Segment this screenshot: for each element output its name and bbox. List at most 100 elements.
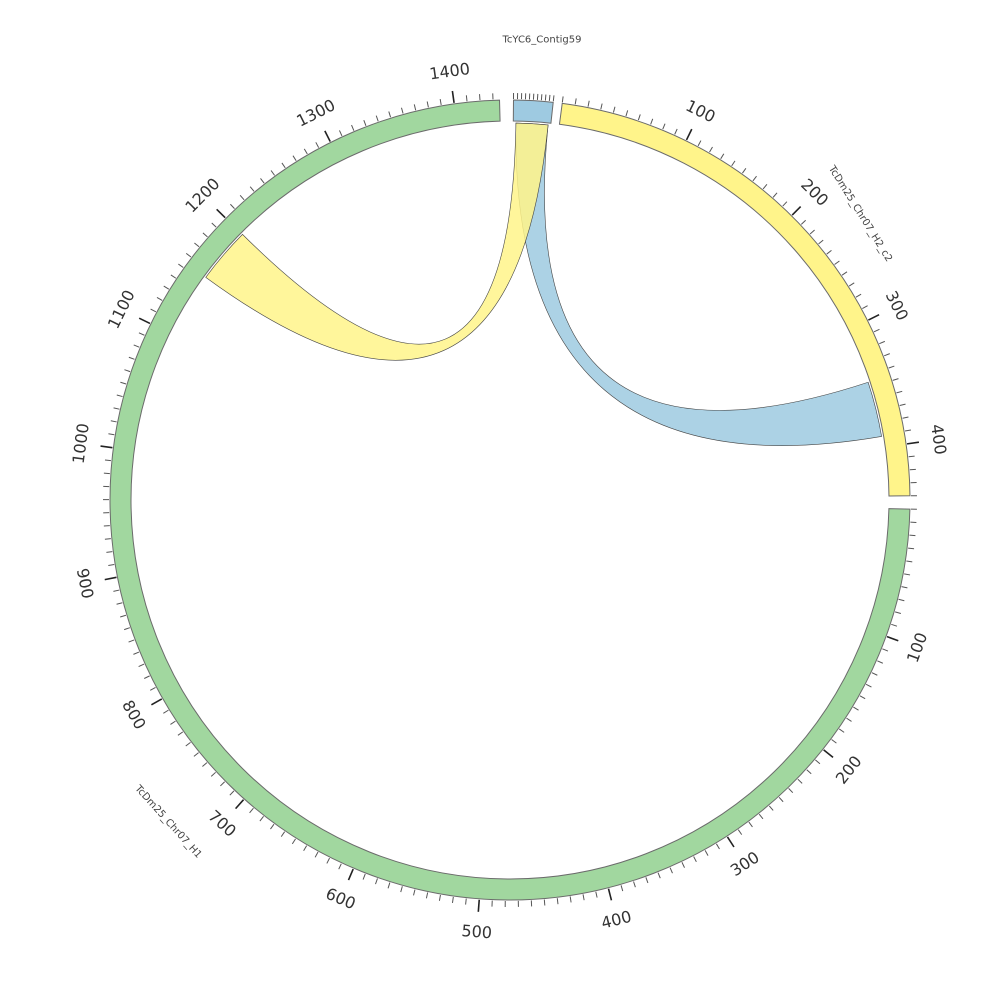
tick-label-h2-200: 200 [797, 175, 832, 210]
minor-tick [124, 628, 130, 630]
minor-tick [621, 885, 623, 891]
minor-tick [250, 808, 254, 813]
minor-tick [108, 434, 114, 435]
minor-tick [260, 816, 264, 821]
minor-tick [783, 202, 787, 206]
tick-label-h1-1300: 1300 [293, 95, 338, 130]
minor-tick [375, 878, 377, 884]
minor-tick [613, 107, 615, 113]
minor-tick [150, 687, 155, 690]
minor-tick [909, 456, 915, 457]
minor-tick [230, 791, 234, 795]
minor-tick [401, 886, 403, 892]
minor-tick [570, 896, 571, 902]
minor-tick [853, 707, 858, 710]
tick-label-h1-800: 800 [118, 697, 150, 733]
minor-tick [364, 120, 366, 126]
minor-tick [904, 574, 910, 575]
minor-tick [815, 760, 820, 764]
major-tick [792, 207, 800, 216]
minor-tick [105, 539, 111, 540]
minor-tick [849, 283, 854, 286]
minor-tick [819, 240, 824, 244]
minor-tick [884, 354, 890, 356]
major-tick [139, 318, 150, 323]
minor-tick [157, 297, 162, 300]
tick-label-h1-900: 900 [73, 567, 98, 601]
minor-tick [891, 624, 897, 626]
major-tick [325, 131, 330, 142]
minor-tick [872, 673, 877, 676]
major-tick [217, 209, 226, 217]
minor-tick [414, 104, 415, 110]
major-tick [105, 577, 117, 579]
minor-tick [801, 220, 805, 224]
minor-tick [893, 379, 899, 381]
tick-label-h2-100: 100 [683, 96, 719, 127]
segment-label-contig59: TcYC6_Contig59 [501, 35, 581, 46]
minor-tick [779, 797, 783, 801]
link-ribbon-2 [206, 123, 548, 360]
minor-tick [170, 721, 175, 724]
minor-tick [866, 684, 871, 687]
minor-tick [877, 661, 882, 663]
minor-tick [658, 873, 660, 879]
minor-tick [315, 852, 318, 857]
minor-tick [212, 223, 216, 227]
minor-tick [738, 830, 741, 835]
minor-tick [601, 104, 602, 110]
minor-tick [562, 96, 563, 102]
minor-tick [557, 898, 558, 904]
minor-tick [759, 814, 763, 819]
minor-tick [902, 587, 908, 588]
minor-tick [211, 772, 215, 776]
minor-tick [553, 95, 554, 101]
minor-tick [108, 564, 114, 565]
segment-label-h1: TcDm25_Chr07_H1 [132, 783, 204, 861]
minor-tick [376, 116, 378, 122]
major-tick [868, 315, 879, 320]
minor-tick [105, 460, 111, 461]
minor-tick [282, 163, 285, 168]
tick-label-h1-300: 300 [727, 848, 763, 881]
minor-tick [675, 129, 677, 134]
minor-tick [352, 125, 354, 131]
minor-tick [732, 161, 735, 166]
minor-tick [466, 95, 467, 101]
major-tick [151, 699, 161, 705]
minor-tick [151, 309, 156, 312]
minor-tick [304, 846, 307, 851]
minor-tick [721, 154, 724, 159]
major-tick [727, 837, 734, 847]
minor-tick [906, 561, 912, 562]
minor-tick [900, 404, 906, 405]
minor-tick [164, 286, 169, 289]
tick-label-h1-1000: 1000 [69, 422, 93, 465]
tick-label-h1-1100: 1100 [104, 287, 139, 332]
minor-tick [588, 101, 589, 107]
minor-tick [882, 649, 888, 651]
minor-tick [710, 147, 713, 152]
minor-tick [260, 178, 264, 183]
minor-tick [414, 890, 415, 896]
tick-label-h2-300: 300 [882, 288, 913, 324]
minor-tick [114, 408, 120, 409]
minor-tick [240, 195, 244, 199]
minor-tick [899, 599, 905, 600]
tick-label-h1-1400: 1400 [428, 59, 471, 83]
minor-tick [144, 676, 149, 679]
minor-tick [113, 590, 119, 591]
minor-tick [549, 95, 550, 101]
minor-tick [178, 732, 183, 735]
major-tick [348, 869, 353, 880]
minor-tick [171, 275, 176, 278]
minor-tick [789, 788, 793, 792]
minor-tick [120, 382, 126, 384]
major-tick [608, 889, 611, 901]
segment-label-h2: TcDm25_Chr07_H2_c2 [825, 163, 894, 264]
minor-tick [426, 892, 427, 898]
minor-tick [292, 839, 295, 844]
minor-tick [663, 124, 665, 130]
